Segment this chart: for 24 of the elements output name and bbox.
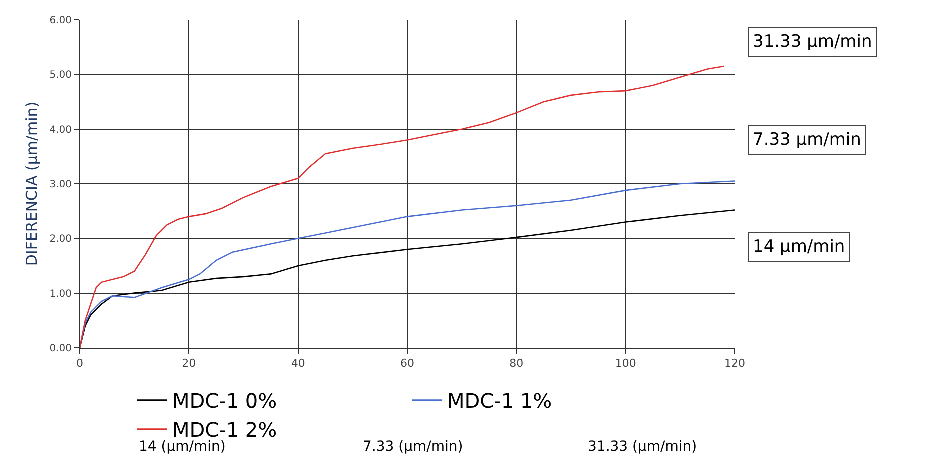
legend-label: MDC-1 1%: [448, 389, 552, 414]
text: 14 µm/min: [753, 237, 846, 257]
line-series: [80, 66, 725, 348]
y-tick-label: 1.00: [50, 288, 72, 300]
text: 7.33 µm/min: [753, 130, 862, 150]
x-tick-label: 40: [291, 357, 306, 370]
y-tick-label: 0.00: [50, 344, 72, 354]
x-tick-label: 20: [182, 357, 196, 370]
y-axis-title: DIFERENCIA (µm/min): [22, 102, 41, 266]
y-tick-label: 5.00: [50, 70, 72, 82]
x-tick-label: 80: [510, 357, 524, 370]
y-tick-label: 4.00: [50, 124, 72, 136]
x-tick-label: 120: [724, 357, 746, 370]
text: 31.33 µm/min: [753, 32, 872, 52]
x-tick-label: 100: [615, 357, 636, 370]
text: 7.33 (µm/min): [363, 439, 464, 455]
y-tick-label: 6.00: [50, 16, 72, 26]
x-tick-label: 60: [400, 357, 414, 370]
y-tick-label: 3.00: [50, 180, 72, 190]
legend-label: MDC-1 0%: [172, 389, 278, 414]
text: 14 (µm/min): [139, 439, 226, 455]
text: 31.33 (µm/min): [588, 439, 698, 455]
y-tick-label: 2.00: [50, 234, 72, 246]
x-tick-label: 0: [76, 357, 84, 370]
